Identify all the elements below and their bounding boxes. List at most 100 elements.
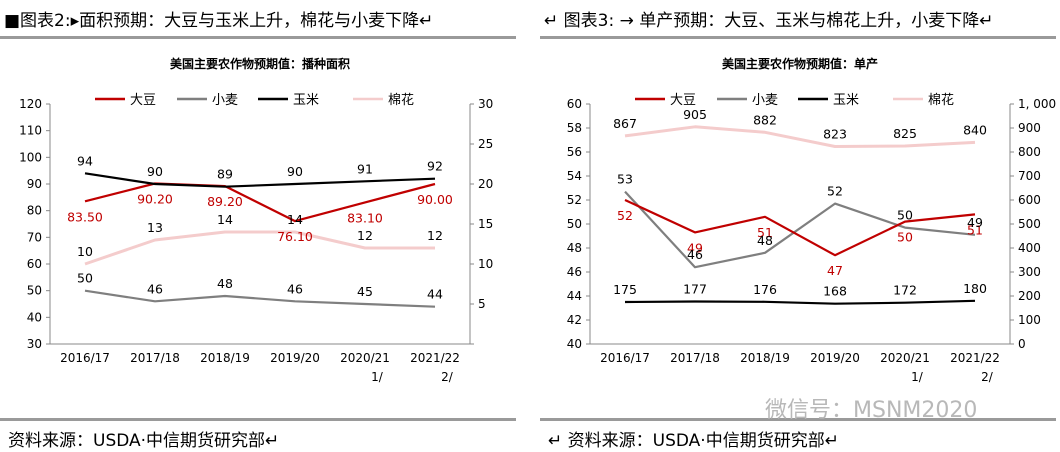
data-label-0-5: 90.00 (417, 192, 453, 207)
data-label-2-3: 168 (823, 284, 847, 299)
x-tick-label-2-0: 2018/19 (740, 351, 790, 365)
legend-label-3: 棉花 (388, 92, 414, 108)
left-tick-label-8: 56 (567, 145, 582, 159)
x-tick-label-1-0: 2017/18 (130, 351, 180, 365)
left-tick-label-9: 120 (19, 97, 42, 111)
data-label-1-2: 48 (757, 233, 773, 248)
data-label-2-5: 180 (963, 281, 987, 296)
right-bottom-rule (540, 418, 1056, 421)
series-line-3 (624, 125, 976, 148)
right-tick-label-4: 400 (1018, 241, 1041, 255)
data-label-0-4: 50 (897, 230, 913, 245)
series-line-2 (624, 299, 976, 305)
legend-label-3: 棉花 (928, 92, 954, 108)
x-tick-label-0-0: 2016/17 (60, 351, 110, 365)
x-tick-label-3-0: 2019/20 (810, 351, 860, 365)
data-label-3-5: 12 (427, 228, 443, 243)
right-tick-label-3: 15 (478, 217, 493, 231)
right-figure-header: ↵ 图表3: → 单产预期：大豆、玉米与棉花上升，小麦下降↵ (544, 11, 994, 31)
data-label-1-5: 44 (427, 287, 443, 302)
x-tick-label-4-0: 2020/21 (880, 351, 930, 365)
data-label-3-1: 905 (683, 107, 707, 122)
series-line-0 (84, 182, 436, 223)
data-label-2-0: 94 (77, 153, 93, 168)
data-label-2-4: 172 (893, 283, 917, 298)
right-tick-label-2: 200 (1018, 289, 1041, 303)
x-tick-label-4-1: 1/ (911, 370, 924, 384)
data-label-0-2: 89.20 (207, 194, 243, 209)
left-tick-label-9: 58 (567, 121, 582, 135)
data-label-0-1: 49 (687, 240, 703, 255)
left-tick-label-10: 60 (567, 97, 582, 111)
right-tick-label-10: 1, 000 (1018, 97, 1056, 111)
left-tick-label-5: 80 (27, 204, 42, 218)
data-label-0-3: 47 (827, 263, 843, 278)
x-tick-label-2-0: 2018/19 (200, 351, 250, 365)
x-tick-label-5-1: 2/ (981, 370, 994, 384)
chart-title: 美国主要农作物预期值：单产 (722, 56, 878, 71)
data-label-3-2: 882 (753, 112, 777, 127)
series-line-1 (84, 289, 436, 308)
data-label-0-2: 51 (757, 225, 773, 240)
right-tick-label-5: 25 (478, 137, 493, 151)
right-top-rule (540, 36, 1056, 39)
data-label-2-3: 90 (287, 164, 303, 179)
x-tick-label-5-0: 2021/22 (950, 351, 1000, 365)
data-label-3-5: 840 (963, 122, 987, 137)
data-label-1-5: 49 (967, 215, 983, 230)
data-label-0-1: 90.20 (137, 191, 173, 206)
data-label-3-0: 867 (613, 116, 637, 131)
left-tick-label-4: 48 (567, 241, 582, 255)
data-label-1-0: 53 (617, 172, 633, 187)
left-tick-label-1: 40 (27, 310, 42, 324)
data-label-1-4: 50 (897, 208, 913, 223)
left-figure-header: ■图表2:▸面积预期：大豆与玉米上升，棉花与小麦下降↵ (4, 11, 434, 31)
left-tick-label-3: 60 (27, 257, 42, 271)
data-label-3-4: 12 (357, 228, 373, 243)
left-source-note: 资料来源：USDA·中信期货研究部↵ (8, 431, 280, 451)
left-tick-label-5: 50 (567, 217, 582, 231)
right-panel: ↵ 图表3: → 单产预期：大豆、玉米与棉花上升，小麦下降↵ 美国主要农作物预期… (540, 0, 1060, 452)
chart-title: 美国主要农作物预期值：播种面积 (170, 56, 350, 71)
series-line-3 (84, 230, 435, 266)
data-label-2-0: 175 (613, 282, 637, 297)
right-tick-label-7: 700 (1018, 169, 1041, 183)
data-label-1-3: 52 (827, 184, 843, 199)
left-tick-label-3: 46 (567, 265, 582, 279)
left-tick-label-4: 70 (27, 230, 42, 244)
data-label-0-5: 51 (967, 222, 983, 237)
left-tick-label-1: 42 (567, 313, 582, 327)
legend-label-2: 玉米 (833, 93, 859, 108)
left-tick-label-7: 100 (19, 150, 42, 164)
wechat-watermark: 微信号：MSNM2020 (765, 398, 978, 423)
data-label-3-0: 10 (77, 244, 93, 259)
right-tick-label-1: 5 (478, 297, 486, 311)
data-label-1-0: 50 (77, 271, 93, 286)
data-label-2-4: 91 (357, 161, 373, 176)
right-tick-label-0: 0 (1018, 337, 1026, 351)
data-label-1-1: 46 (147, 281, 163, 296)
data-label-1-2: 48 (217, 276, 233, 291)
legend-label-0: 大豆 (130, 93, 156, 108)
data-label-2-2: 176 (753, 282, 777, 297)
x-tick-label-5-0: 2021/22 (410, 351, 460, 365)
left-tick-label-6: 90 (27, 177, 42, 191)
data-label-0-4: 83.10 (347, 210, 383, 225)
right-tick-label-5: 500 (1018, 217, 1041, 231)
x-tick-label-1-0: 2017/18 (670, 351, 720, 365)
x-tick-label-4-1: 1/ (371, 370, 384, 384)
legend-label-2: 玉米 (293, 93, 319, 108)
data-label-2-1: 177 (683, 282, 707, 297)
data-label-1-3: 46 (287, 281, 303, 296)
legend-label-0: 大豆 (670, 93, 696, 108)
x-tick-label-5-1: 2/ (441, 370, 454, 384)
x-tick-label-3-0: 2019/20 (270, 351, 320, 365)
data-label-2-2: 89 (217, 167, 233, 182)
left-tick-label-2: 44 (567, 289, 582, 303)
data-label-3-3: 14 (287, 212, 303, 227)
data-label-3-4: 825 (893, 126, 917, 141)
data-label-3-3: 823 (823, 126, 847, 141)
legend-label-1: 小麦 (752, 93, 778, 108)
